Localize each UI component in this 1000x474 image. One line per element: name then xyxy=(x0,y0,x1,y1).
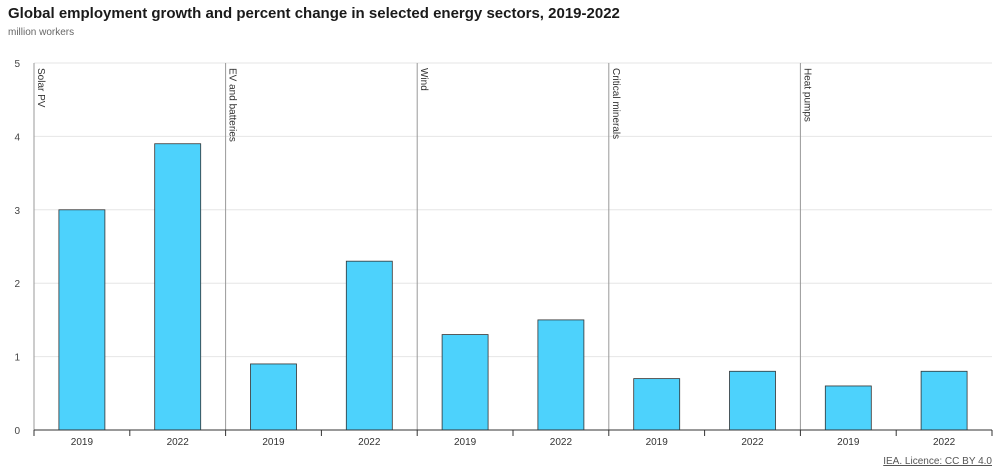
x-tick-label: 2019 xyxy=(454,437,477,448)
x-tick-label: 2019 xyxy=(262,437,285,448)
y-tick-label: 3 xyxy=(14,206,20,217)
x-tick-label: 2022 xyxy=(741,437,764,448)
y-tick-label: 2 xyxy=(14,279,20,290)
axes xyxy=(33,429,993,436)
x-tick-label: 2022 xyxy=(358,437,381,448)
bar xyxy=(250,363,297,431)
y-tick-label: 0 xyxy=(14,426,20,437)
x-tick-label: 2022 xyxy=(167,437,190,448)
group-label: Heat pumps xyxy=(801,68,812,122)
y-tick-label: 5 xyxy=(14,59,20,70)
group-label: Critical minerals xyxy=(610,68,621,139)
x-tick-label: 2019 xyxy=(646,437,669,448)
group-label: EV and batteries xyxy=(227,68,238,142)
group-dividers xyxy=(33,63,801,430)
bar xyxy=(920,370,968,431)
x-tick-label: 2019 xyxy=(837,437,860,448)
bar xyxy=(58,209,106,431)
group-label: Wind xyxy=(418,68,429,91)
x-tick-label: 2022 xyxy=(550,437,573,448)
labels: 0 1 2 3 4 5 Solar PV 2019 2022 EV and batteries 20… xyxy=(14,59,955,448)
bar xyxy=(729,370,776,431)
x-tick-label: 2022 xyxy=(933,437,956,448)
x-tick-label: 2019 xyxy=(71,437,94,448)
y-tick-label: 4 xyxy=(14,132,20,143)
bar xyxy=(345,260,393,431)
bar xyxy=(633,378,681,431)
bar xyxy=(824,385,872,431)
chart-title: Global employment growth and percent cha… xyxy=(8,5,620,22)
bar xyxy=(537,319,585,431)
licence-link[interactable]: IEA. Licence: CC BY 4.0 xyxy=(883,456,992,467)
y-tick-label: 1 xyxy=(14,353,20,364)
y-axis-unit-label: million workers xyxy=(8,27,75,38)
bars xyxy=(58,143,968,431)
bar xyxy=(441,334,489,431)
bar xyxy=(154,143,202,431)
group-label: Solar PV xyxy=(35,68,46,108)
